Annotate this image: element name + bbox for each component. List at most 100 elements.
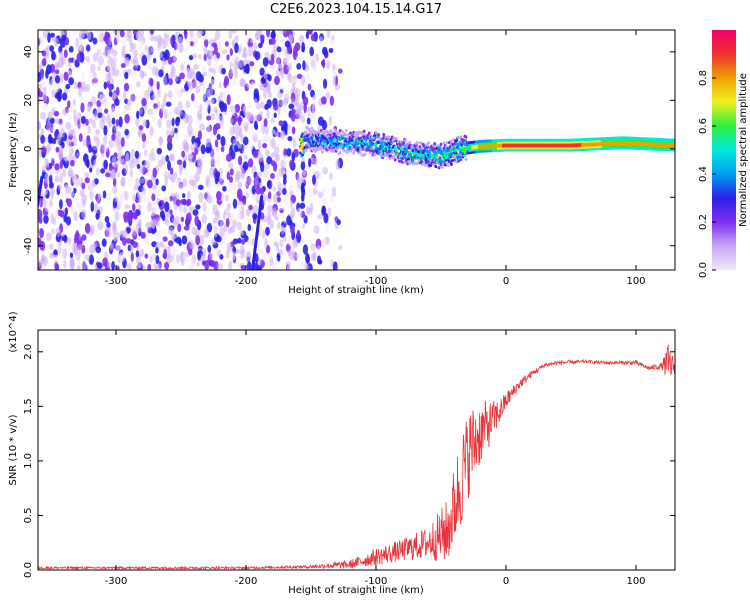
heatmap-cell (114, 196, 119, 203)
heatmap-cell (307, 30, 313, 35)
heatmap-cell (153, 35, 158, 42)
heatmap-cell (242, 161, 249, 171)
heatmap-cell (422, 160, 426, 164)
heatmap-cell (71, 207, 75, 215)
heatmap-cell (147, 63, 153, 70)
heatmap-cell (99, 143, 106, 150)
heatmap-cell (315, 136, 319, 140)
heatmap-cell (228, 260, 233, 270)
heatmap-cell (321, 205, 326, 216)
heatmap-cell (264, 237, 268, 249)
heatmap-cell (296, 178, 302, 189)
heatmap-cell (269, 251, 273, 261)
heatmap-cell (312, 158, 317, 166)
heatmap-cell (187, 232, 192, 243)
heatmap-cell (172, 192, 177, 204)
heatmap-cell (453, 158, 456, 162)
heatmap-cell (460, 145, 464, 149)
heatmap-cell (136, 163, 141, 169)
heatmap-cell (153, 88, 158, 99)
heatmap-cell (234, 42, 239, 54)
heatmap-cell (272, 186, 277, 192)
heatmap-cell (247, 102, 252, 109)
heatmap-cell (261, 229, 266, 239)
heatmap-cell (140, 190, 147, 202)
heatmap-cell (92, 77, 99, 84)
heatmap-cell (38, 121, 42, 131)
heatmap-cell (52, 138, 57, 145)
heatmap-cell (50, 117, 55, 124)
heatmap-cell (138, 30, 145, 38)
heatmap-cell (133, 49, 139, 58)
heatmap-cell (76, 152, 80, 158)
heatmap-cell (215, 30, 221, 41)
heatmap-cell (287, 135, 293, 142)
heatmap-cell (111, 49, 118, 57)
heatmap-cell (379, 152, 383, 157)
heatmap-cell (288, 34, 294, 44)
heatmap-cell (403, 155, 406, 159)
heatmap-cell (289, 159, 294, 169)
heatmap-cell (168, 77, 173, 86)
heatmap-cell (230, 215, 235, 221)
heatmap-cell (259, 67, 265, 76)
heatmap-cell (250, 37, 254, 44)
heatmap-cell (177, 110, 184, 117)
heatmap-cell (306, 73, 311, 82)
heatmap-cell (332, 63, 336, 71)
heatmap-cell (153, 207, 160, 213)
heatmap-cell (198, 53, 202, 60)
heatmap-cell (286, 264, 291, 270)
heatmap-cell (258, 42, 263, 49)
heatmap-cell (203, 201, 207, 213)
heatmap-cell (329, 172, 333, 180)
heatmap-cell (251, 267, 254, 270)
heatmap-cell (242, 145, 247, 157)
heatmap-cell (317, 191, 324, 198)
heatmap-cell (94, 109, 98, 120)
heatmap-cell (164, 177, 168, 187)
heatmap-cell (309, 245, 315, 253)
heatmap-cell (96, 167, 100, 177)
heatmap-cell (203, 38, 209, 48)
heatmap-cell (82, 199, 86, 207)
heatmap-cell (95, 246, 102, 254)
heatmap-cell (158, 201, 163, 208)
heatmap-cell (89, 190, 94, 200)
heatmap-cell (198, 74, 204, 83)
heatmap-cell (328, 37, 335, 46)
heatmap-cell (38, 87, 41, 97)
heatmap-cell (253, 120, 258, 130)
heatmap-cell (394, 149, 398, 153)
heatmap-cell (193, 63, 199, 70)
heatmap-cell (155, 246, 159, 254)
heatmap-cell (270, 152, 277, 158)
snr-y-multiplier: (x10^4) (8, 311, 19, 352)
heatmap-cell (228, 162, 233, 169)
heatmap-cell (246, 82, 251, 88)
heatmap-cell (261, 253, 267, 262)
heatmap-cell (217, 262, 222, 270)
heatmap-cell (119, 30, 125, 38)
heatmap-cell (114, 98, 120, 107)
heatmap-cell (408, 141, 412, 145)
heatmap-cell (128, 35, 133, 46)
heatmap-cell (141, 142, 146, 149)
heatmap-cell (429, 164, 432, 168)
heatmap-cell (130, 251, 134, 262)
heatmap-cell (93, 159, 98, 168)
heatmap-cell (446, 163, 450, 167)
heatmap-cell (199, 260, 203, 267)
heatmap-cell (390, 135, 394, 139)
heatmap-cell (35, 209, 38, 214)
heatmap-cell (229, 67, 233, 78)
heatmap-cell (192, 129, 197, 138)
heatmap-cell (188, 222, 194, 230)
heatmap-cell (79, 96, 85, 103)
heatmap-cell (135, 223, 142, 233)
heatmap-cell (113, 142, 119, 149)
heatmap-cell (125, 152, 130, 163)
heatmap-cell (226, 171, 231, 181)
heatmap-cell (266, 217, 272, 225)
heatmap-cell (208, 49, 213, 58)
